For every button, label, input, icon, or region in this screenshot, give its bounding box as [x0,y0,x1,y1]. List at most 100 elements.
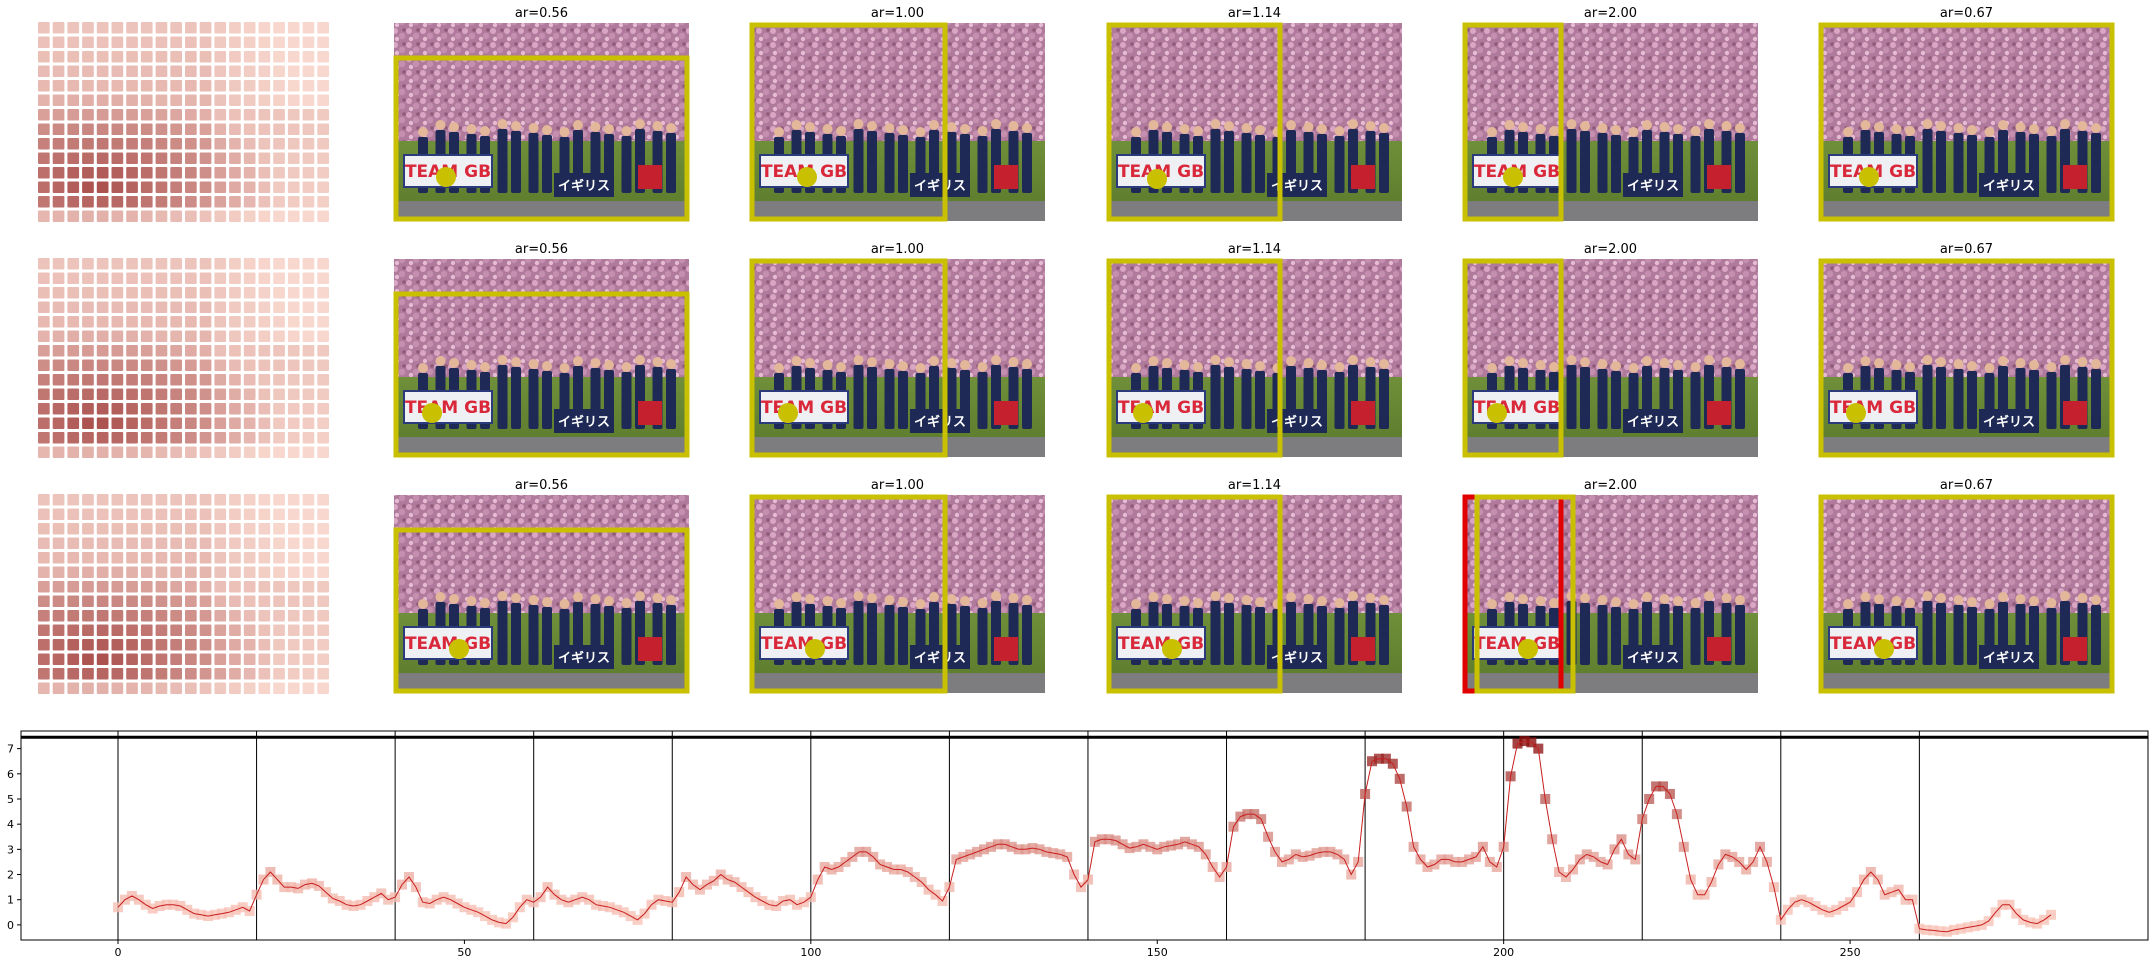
heatmap-cell [273,272,285,284]
yellow-crop-box [1474,494,1576,694]
heatmap-cell [199,359,212,371]
heatmap-cell [214,537,227,549]
team-member-head [822,124,833,134]
heatmap-cell [155,123,168,135]
heatmap-cell [302,523,315,535]
heatmap-cell [140,566,153,578]
heatmap-cell [96,51,109,63]
team-member-head [1317,360,1327,370]
heatmap-cell [214,258,227,270]
crop-panel: ar=1.00 TEAM GB イギリス [749,478,1045,694]
team-member-head [1255,125,1265,135]
yellow-crop-box [393,55,690,222]
heatmap-cell [67,22,80,34]
team-member-head [1721,121,1732,131]
heatmap-cell [214,272,227,284]
heatmap-cell [199,181,212,193]
team-member-head [652,593,663,603]
heatmap-cell [302,167,315,179]
team-member-head [435,592,446,602]
heatmap-cell [229,316,241,328]
heatmap-cell [155,508,168,520]
crop-panel: ar=1.00 TEAM GB イギリス [749,242,1045,458]
team-member-head [1998,120,2008,130]
team-member-head [1984,599,1995,609]
heatmap-cell [199,417,212,429]
heatmap-cell [229,432,241,444]
heatmap-cell [199,639,212,651]
crop-title: ar=1.00 [871,6,924,21]
heatmap-cell [38,36,50,48]
heatmap-cell [185,196,197,208]
heatmap-cell [214,80,227,92]
heatmap-cell [273,36,285,48]
team-member [867,367,877,429]
heatmap-cell [140,65,153,77]
japan-banner [554,409,614,433]
heatmap-cell [170,374,182,386]
team-member-head [991,119,1001,129]
heatmap-cell [302,682,315,694]
team-member-head [1874,122,1884,132]
team-member-head [853,119,864,129]
team-member-head [1936,121,1946,131]
heatmap-cell [82,388,94,400]
heatmap-cell [185,80,197,92]
team-member-head [1735,123,1745,133]
paved-path [750,437,1045,457]
heatmap-cell [38,51,50,63]
heatmap-cell [258,152,271,164]
heatmap-cell [302,537,315,549]
team-member [884,605,895,665]
heatmap-cell [214,167,227,179]
team-member [1922,365,1933,429]
team-member [511,131,521,193]
heatmap-cell [287,537,300,549]
heatmap-cell [126,94,138,106]
japan-banner-text: イギリス [1983,650,2035,666]
heatmap-cell [243,388,256,400]
team-member [853,365,864,429]
saliency-dot [1846,403,1866,423]
heatmap-cell [199,80,212,92]
heatmap-cell [111,417,124,429]
team-member-head [1504,592,1515,602]
team-member-head [774,599,784,609]
heatmap-cell [170,65,182,77]
heatmap-cell [273,494,285,506]
heatmap-cell [52,417,65,429]
heatmap-cell [82,330,94,342]
team-member-head [898,597,908,607]
japan-banner-text: イギリス [558,650,610,666]
team-member-head [573,592,583,602]
heatmap-cell [317,508,329,520]
heatmap-cell [302,624,315,636]
team-member [867,131,877,193]
heatmap-cell [170,22,182,34]
team-member-head [1255,361,1265,371]
team-member-head [1535,596,1546,606]
heatmap-cell [111,316,124,328]
heatmap-cell [52,523,65,535]
team-member-head [1967,597,1977,607]
team-member-head [542,361,552,371]
heatmap-cell [317,330,329,342]
heatmap-cell [111,138,124,150]
heatmap-cell [302,94,315,106]
team-member [1334,608,1345,665]
heatmap-cell [155,138,168,150]
crop-title: ar=1.14 [1228,242,1281,257]
heatmap-cell [67,537,80,549]
team-member [1379,369,1389,429]
heatmap-cell [199,494,212,506]
heatmap-cell [140,301,153,313]
heatmap-cell [67,330,80,342]
team-member-head [1162,122,1172,132]
team-member [666,369,676,429]
heatmap-cell [185,287,197,299]
heatmap-cell [170,595,182,607]
yellow-crop-box [1462,22,1564,222]
